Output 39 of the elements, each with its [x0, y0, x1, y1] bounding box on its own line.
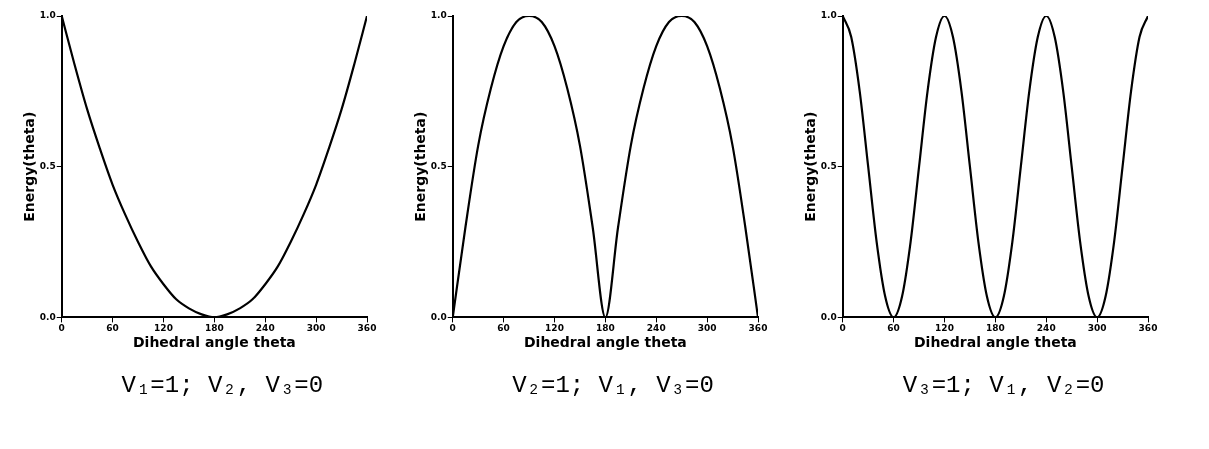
text: V₂=1; V₁, V₃=0	[511, 372, 715, 399]
x-tick-label: 240	[1037, 323, 1056, 334]
y-tick-label: 0.0	[39, 311, 56, 322]
x-tick-label: 60	[106, 323, 119, 334]
y-axis-title: Energy(theta)	[802, 111, 819, 222]
x-tick-label: 300	[1088, 323, 1107, 334]
y-tick-label: 0.0	[821, 311, 838, 322]
x-tick-label: 120	[544, 323, 564, 334]
y-tick-label: 0.5	[39, 161, 56, 172]
x-tick-label: 180	[204, 323, 224, 334]
x-tick-label: 60	[497, 323, 510, 334]
text: V₁=1; V₂, V₃=0	[120, 372, 325, 399]
x-tick-label: 120	[935, 323, 955, 334]
x-tick-label: 0	[449, 323, 456, 334]
x-tick-label: 240	[255, 323, 275, 334]
x-tick-label: 180	[595, 323, 615, 334]
x-tick-label: 360	[1138, 323, 1158, 334]
x-tick-label: 60	[887, 323, 901, 334]
x-tick-label: 180	[986, 323, 1006, 334]
y-tick-label: 1.0	[821, 10, 838, 21]
x-tick-label: 240	[646, 323, 666, 334]
y-axis-title: Energy(theta)	[21, 111, 38, 222]
y-tick-label: 0.0	[430, 311, 447, 322]
x-axis-title: Dihedral angle theta	[523, 334, 687, 351]
text: V₃=1; V₁, V₂=0	[901, 372, 1106, 399]
x-tick-label: 0	[58, 323, 65, 334]
x-tick-label: 300	[306, 323, 326, 334]
x-tick-label: 360	[748, 323, 768, 334]
x-tick-label: 360	[357, 323, 377, 334]
x-tick-label: 300	[697, 323, 717, 334]
x-tick-label: 0	[839, 323, 847, 334]
x-axis-title: Dihedral angle theta	[132, 334, 296, 351]
y-tick-label: 0.5	[821, 161, 838, 172]
x-tick-label: 120	[154, 323, 173, 334]
y-axis-title: Energy(theta)	[411, 111, 428, 222]
y-tick-label: 0.5	[430, 161, 447, 172]
y-tick-label: 1.0	[430, 10, 447, 21]
x-axis-title: Dihedral angle theta	[914, 334, 1078, 351]
y-tick-label: 1.0	[39, 10, 56, 21]
